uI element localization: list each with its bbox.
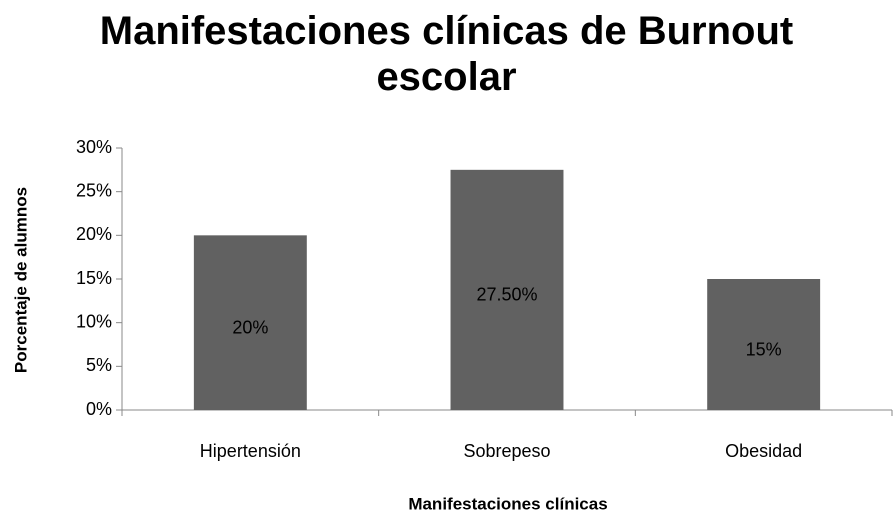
y-tick-label: 30% bbox=[76, 137, 112, 157]
value-label: 27.50% bbox=[476, 285, 537, 305]
bar bbox=[193, 235, 307, 410]
y-tick-label: 15% bbox=[76, 268, 112, 288]
value-label: 20% bbox=[232, 317, 268, 337]
x-tick-label: Sobrepeso bbox=[463, 441, 550, 461]
x-axis-label: Manifestaciones clínicas bbox=[408, 494, 607, 513]
y-axis-label: Porcentaje de alumnos bbox=[11, 187, 30, 373]
value-label: 15% bbox=[746, 339, 782, 359]
title-box: Manifestaciones clínicas de Burnout esco… bbox=[0, 8, 893, 100]
x-tick-label: Obesidad bbox=[725, 441, 802, 461]
y-tick-label: 5% bbox=[86, 355, 112, 375]
y-tick-label: 0% bbox=[86, 399, 112, 419]
chart-title: Manifestaciones clínicas de Burnout esco… bbox=[99, 9, 794, 99]
y-tick-label: 25% bbox=[76, 180, 112, 200]
x-tick-label: Hipertensión bbox=[200, 441, 301, 461]
bar bbox=[707, 279, 821, 410]
y-tick-label: 20% bbox=[76, 224, 112, 244]
y-tick-label: 10% bbox=[76, 311, 112, 331]
bar bbox=[450, 169, 564, 410]
